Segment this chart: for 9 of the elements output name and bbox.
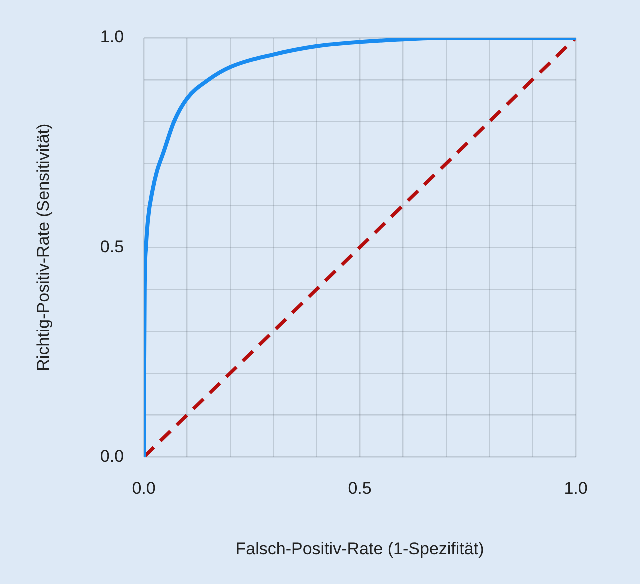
x-axis-title: Falsch-Positiv-Rate (1-Spezifität) bbox=[236, 539, 484, 558]
x-tick-label: 1.0 bbox=[564, 479, 588, 498]
y-tick-label: 0.5 bbox=[100, 237, 124, 256]
y-tick-label: 1.0 bbox=[100, 28, 124, 47]
x-tick-label: 0.0 bbox=[132, 479, 156, 498]
y-tick-label: 0.0 bbox=[100, 446, 124, 466]
y-axis-title: Richtig-Positiv-Rate (Sensitivität) bbox=[34, 124, 53, 372]
x-tick-label: 0.5 bbox=[348, 479, 372, 498]
line-series bbox=[144, 38, 576, 458]
